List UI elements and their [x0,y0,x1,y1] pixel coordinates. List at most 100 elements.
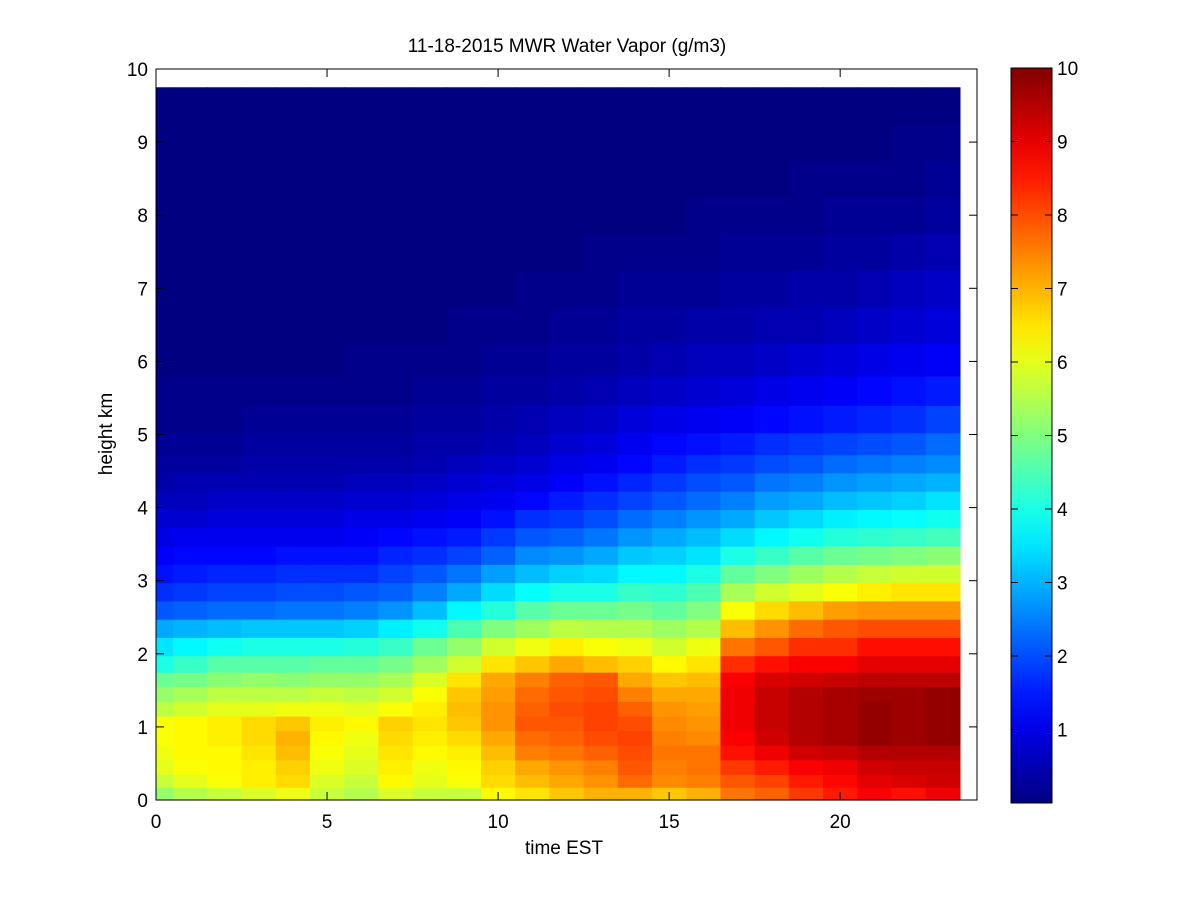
heatmap-cell [720,491,756,511]
heatmap-cell [823,655,858,673]
heatmap-cell [241,123,277,161]
heatmap-cell [857,655,893,673]
heatmap-cell [207,509,243,529]
heatmap-cell [344,564,379,584]
heatmap-cell [857,619,893,638]
heatmap-cell [241,196,277,235]
heatmap-cell [823,491,858,511]
heatmap-cell [156,87,174,125]
heatmap-cell [156,160,174,198]
heatmap-cell [720,619,756,638]
heatmap-cell [583,545,619,565]
heatmap-cell [925,87,961,125]
heatmap-cell [925,745,961,761]
heatmap-cell [583,730,619,746]
heatmap-cell [686,196,722,235]
heatmap-cell [720,376,756,406]
heatmap-cell [549,405,585,434]
heatmap-cell [652,730,687,746]
heatmap-cell [378,376,414,406]
heatmap-cell [173,701,208,717]
heatmap-cell [857,637,893,657]
heatmap-cell [925,701,961,717]
heatmap-cell [344,432,379,456]
heatmap-cell [617,123,653,161]
heatmap-cell [754,701,790,717]
heatmap-cell [344,527,379,547]
heatmap-cell [583,376,619,406]
heatmap-cell [378,759,414,776]
heatmap-cell [309,306,345,344]
heatmap-cell [344,619,379,638]
heatmap-cell [652,196,687,235]
heatmap-cell [344,472,379,492]
heatmap-cell [549,701,585,717]
heatmap-cell [275,343,311,377]
heatmap-cell [686,270,722,308]
heatmap-cell [446,454,482,474]
heatmap-cell [788,405,824,434]
heatmap-cell [480,343,516,377]
heatmap-cell [583,672,619,688]
heatmap-cell [720,686,756,702]
heatmap-cell [788,600,824,620]
heatmap-cell [241,405,277,434]
heatmap-cell [788,509,824,529]
heatmap-cell [857,376,893,406]
heatmap-cell [344,686,379,702]
heatmap-cell [378,672,414,688]
heatmap-cell [925,123,961,161]
heatmap-cell [275,701,311,717]
heatmap-cell [446,582,482,602]
heatmap-cell [378,730,414,746]
heatmap-cell [446,233,482,271]
chart-title: 11-18-2015 MWR Water Vapor (g/m3) [408,36,727,57]
heatmap-cell [207,233,243,271]
heatmap-cell [309,527,345,547]
heatmap-cell [378,715,414,732]
heatmap-cell [173,491,208,511]
heatmap-cell [173,432,208,456]
heatmap-cell [275,432,311,456]
heatmap-cell [173,774,208,788]
heatmap-cell [686,730,722,746]
heatmap-cell [823,123,858,161]
heatmap-cell [309,472,345,492]
heatmap-cell [207,491,243,511]
heatmap-cell [720,600,756,620]
heatmap-cell [652,619,687,638]
heatmap-cell [754,343,790,377]
heatmap-cell [925,600,961,620]
y-tick-label: 5 [137,426,148,447]
heatmap-cell [788,545,824,565]
heatmap-cell [156,491,174,511]
heatmap-cell [720,509,756,529]
heatmap-cell [309,655,345,673]
heatmap-cell [925,343,961,377]
y-tick-label: 3 [137,572,148,593]
heatmap-cell [156,270,174,308]
heatmap-cell [344,582,379,602]
heatmap-cell [857,527,893,547]
heatmap-cell [925,637,961,657]
heatmap-cell [173,306,208,344]
heatmap-cell [412,432,448,456]
heatmap-cell [857,582,893,602]
heatmap-cell [925,545,961,565]
heatmap-cell [309,564,345,584]
heatmap-cell [412,686,448,702]
heatmap-cell [309,759,345,776]
heatmap-cell [686,759,722,776]
y-tick-label: 4 [137,499,148,520]
heatmap-cell [207,787,243,801]
heatmap-cell [652,454,687,474]
heatmap-cell [446,600,482,620]
heatmap-cell [275,87,311,125]
heatmap-cell [480,376,516,406]
heatmap-cell [378,619,414,638]
heatmap-cell [412,196,448,235]
heatmap-cell [156,472,174,492]
colorbar-tick-label: 1 [1057,721,1068,742]
heatmap-cell [925,160,961,198]
heatmap-cell [241,160,277,198]
